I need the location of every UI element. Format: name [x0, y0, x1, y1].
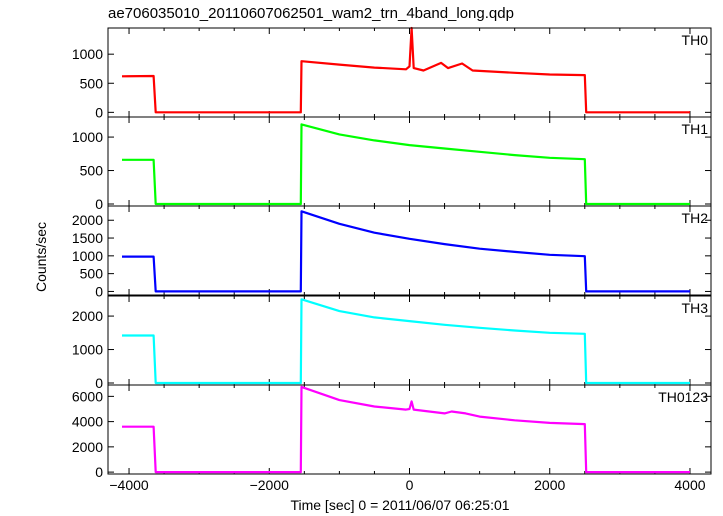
y-tick-label: 6000: [72, 388, 103, 404]
x-tick-label: 0: [406, 477, 414, 493]
panel-frame: [107, 384, 712, 475]
series-line-th0: [121, 26, 690, 114]
y-tick-label: 2000: [72, 308, 103, 324]
y-tick-label: 0: [95, 104, 103, 120]
panel-frame: [107, 205, 712, 296]
series-label: TH0123: [658, 389, 708, 405]
y-tick-label: 0: [95, 283, 103, 299]
panel-th1: 0 500 1000 TH1: [72, 116, 712, 212]
series-line-th0123: [122, 385, 690, 474]
x-tick-label: −4000: [109, 477, 149, 493]
y-tick-label: 0: [95, 375, 103, 391]
panel-frame: [107, 27, 712, 118]
y-tick-label: 1500: [72, 230, 103, 246]
series-label: TH3: [682, 300, 709, 316]
y-tick-label: 500: [80, 266, 104, 282]
y-tick-label: 1000: [72, 248, 103, 264]
x-tick-label: 4000: [674, 477, 705, 493]
panel-th3: 0 1000 2000 TH3: [72, 295, 712, 391]
y-tick-label: 2000: [72, 439, 103, 455]
series-label: TH2: [682, 210, 709, 226]
y-tick-label: 0: [95, 464, 103, 480]
panel-frame: [107, 295, 712, 386]
series-label: TH0: [682, 32, 709, 48]
panel-th0: 0 500 1000 TH0: [72, 26, 712, 120]
panel-frame: [107, 116, 712, 207]
x-axis-label: Time [sec] 0 = 2011/06/07 06:25:01: [290, 497, 509, 513]
y-tick-label: 4000: [72, 414, 103, 430]
x-tick-label: −2000: [250, 477, 290, 493]
x-tick-label: 2000: [534, 477, 565, 493]
chart-title: ae706035010_20110607062501_wam2_trn_4ban…: [108, 5, 514, 22]
y-tick-label: 0: [95, 196, 103, 212]
series-line-th2: [122, 210, 690, 293]
y-axis-label: Counts/sec: [33, 222, 49, 292]
panel-th0123: 0 2000 4000 6000 TH0123: [72, 384, 712, 480]
series-line-th1: [122, 123, 690, 206]
y-tick-label: 1000: [72, 342, 103, 358]
x-tick-labels: −4000 −2000 0 2000 4000: [109, 477, 705, 493]
series-label: TH1: [682, 121, 709, 137]
y-tick-label: 500: [80, 75, 104, 91]
y-tick-label: 1000: [72, 129, 103, 145]
y-tick-label: 2000: [72, 212, 103, 228]
y-tick-label: 500: [80, 163, 104, 179]
y-tick-label: 1000: [72, 46, 103, 62]
series-line-th3: [122, 298, 690, 385]
